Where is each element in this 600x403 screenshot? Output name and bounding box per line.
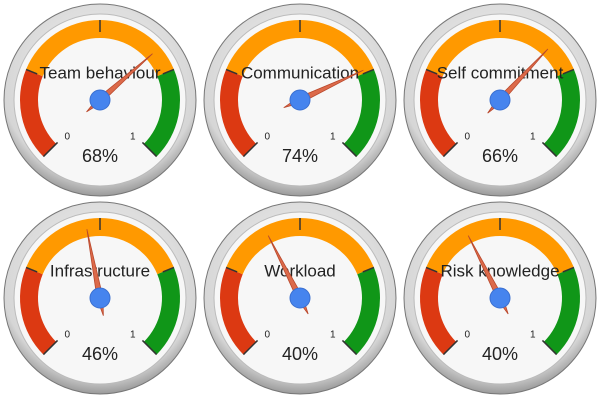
tick-mark xyxy=(242,141,259,158)
tick-label: 0 xyxy=(64,131,70,142)
gauge-title: Infrastructure xyxy=(50,261,150,280)
tick-mark xyxy=(162,266,175,273)
gauge-title: Workload xyxy=(264,261,336,280)
needle-hub xyxy=(89,287,111,309)
tick-label: 1 xyxy=(530,131,536,142)
gauge-zone xyxy=(219,267,257,355)
gauge-zone xyxy=(426,218,574,275)
gauge-title: Risk knowledge xyxy=(440,261,559,280)
tick-mark xyxy=(162,68,175,75)
gauge-zone xyxy=(543,69,580,157)
tick-label: 0 xyxy=(64,329,70,340)
tick-mark xyxy=(42,339,59,356)
value-label: 40% xyxy=(282,344,318,364)
value-label: 74% xyxy=(282,146,318,166)
tick-mark xyxy=(562,68,575,75)
value-label: 66% xyxy=(482,146,518,166)
gauge-title: Team behaviour xyxy=(40,63,161,82)
tick-label: 1 xyxy=(530,329,536,340)
gauge-zone xyxy=(226,217,374,275)
value-label: 40% xyxy=(482,344,518,364)
tick-label: 0 xyxy=(464,329,470,340)
tick-mark xyxy=(341,141,358,158)
tick-mark xyxy=(541,339,558,356)
tick-mark xyxy=(341,339,358,356)
tick-mark xyxy=(25,68,38,75)
tick-label: 1 xyxy=(130,329,136,340)
needle-hub xyxy=(489,89,511,111)
tick-mark xyxy=(541,141,558,158)
gauge-zone xyxy=(420,69,457,157)
gauge-zone xyxy=(26,19,174,77)
tick-label: 0 xyxy=(264,329,270,340)
gauge-zone xyxy=(226,19,374,77)
needle-hub xyxy=(89,89,111,111)
gauge-zone xyxy=(426,20,574,77)
tick-label: 0 xyxy=(464,131,470,142)
needle-hub xyxy=(289,287,311,309)
tick-mark xyxy=(362,266,375,273)
gauge-title: Self commitment xyxy=(437,63,564,82)
gauge-zone xyxy=(543,267,580,355)
gauge-zone xyxy=(343,69,380,157)
gauge-zone xyxy=(143,267,181,355)
tick-mark xyxy=(225,68,238,75)
tick-label: 0 xyxy=(264,131,270,142)
tick-mark xyxy=(362,68,375,75)
needle-hub xyxy=(489,287,511,309)
tick-mark xyxy=(562,266,575,273)
gauge-zone xyxy=(420,267,457,355)
tick-mark xyxy=(225,266,238,273)
tick-label: 1 xyxy=(330,131,336,142)
tick-mark xyxy=(425,266,438,273)
tick-mark xyxy=(242,339,259,356)
tick-mark xyxy=(25,266,38,273)
gauge-zone xyxy=(20,69,57,157)
tick-mark xyxy=(141,339,158,356)
gauge-title: Communication xyxy=(241,63,359,82)
tick-label: 1 xyxy=(330,329,336,340)
tick-mark xyxy=(442,339,459,356)
gauge-zone xyxy=(19,267,57,355)
gauge-zone xyxy=(26,217,174,275)
tick-mark xyxy=(442,141,459,158)
tick-mark xyxy=(141,141,158,158)
gauge-zone xyxy=(219,69,257,157)
tick-mark xyxy=(42,141,59,158)
gauge-zone xyxy=(343,267,381,355)
value-label: 46% xyxy=(82,344,118,364)
value-label: 68% xyxy=(82,146,118,166)
gauge-zone xyxy=(143,69,180,157)
tick-mark xyxy=(425,68,438,75)
tick-label: 1 xyxy=(130,131,136,142)
needle-hub xyxy=(289,89,311,111)
